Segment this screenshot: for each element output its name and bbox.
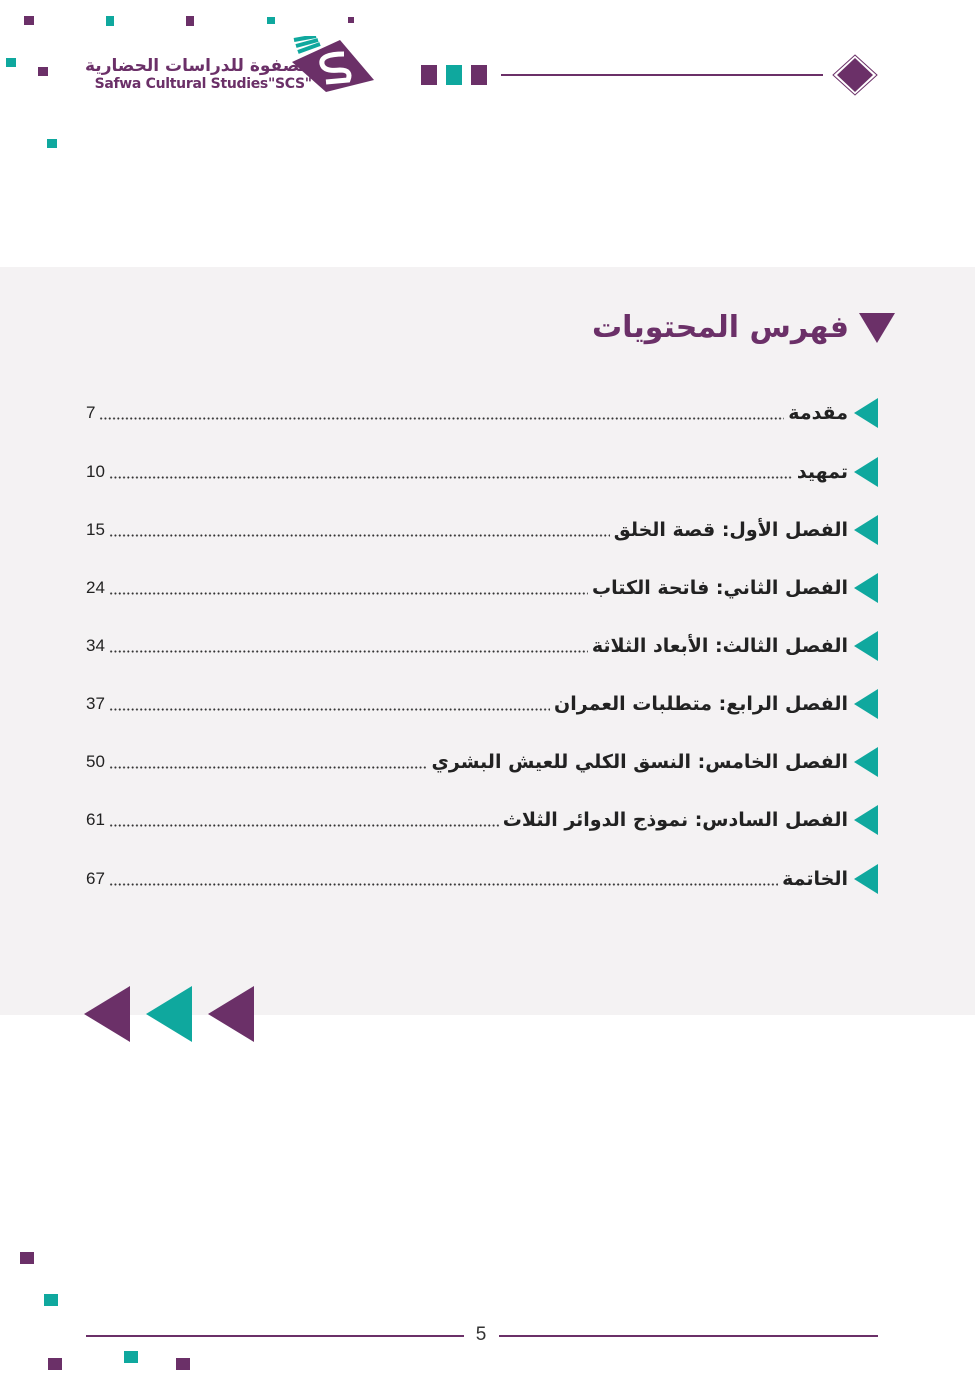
bullet-arrow-icon (854, 631, 878, 661)
logo-wordmark: الصفوة للدراسات الحضارية Safwa Cultural … (85, 56, 312, 93)
triangle-decoration (186, 16, 194, 26)
triangle-decoration (348, 17, 354, 23)
toc-entry-page: 24 (86, 578, 105, 597)
toc-entry-page: 61 (86, 810, 105, 829)
logo-english-text: Safwa Cultural Studies"SCS" (94, 76, 312, 92)
triangle-decoration (47, 139, 57, 148)
toc-entry-page: 50 (86, 752, 105, 771)
footer-rule-left (86, 1335, 464, 1337)
bullet-arrow-icon (854, 864, 878, 894)
footer-rule-right (499, 1335, 878, 1337)
toc-entry-label: الفصل الأول: قصة الخلق (613, 519, 848, 541)
bullet-arrow-icon (854, 398, 878, 428)
triangle-decoration (44, 1294, 58, 1306)
toc-entry-label: تمهيد (796, 461, 848, 483)
toc-entry-page: 15 (86, 520, 105, 539)
bullet-arrow-icon (854, 747, 878, 777)
dot-leader (108, 533, 610, 537)
dot-leader (108, 591, 589, 595)
triangle-decoration (20, 1252, 34, 1264)
dot-leader (99, 416, 785, 420)
diamond-icon (832, 54, 878, 96)
toc-entry-page: 10 (86, 462, 105, 481)
arrow-left-icon (84, 986, 130, 1042)
arrow-left-icon (146, 986, 192, 1042)
toc-entry-page: 7 (86, 403, 96, 422)
triangle-decoration (267, 17, 275, 24)
bullet-arrow-icon (854, 689, 878, 719)
toc-band (0, 267, 975, 1015)
bullet-arrow-icon (854, 573, 878, 603)
arrow-decoration (446, 65, 462, 85)
toc-entry[interactable]: الخاتمة 67 (86, 864, 878, 894)
toc-entry[interactable]: الفصل الثالث: الأبعاد الثلاثة 34 (86, 631, 878, 661)
toc-entry-page: 34 (86, 636, 105, 655)
bullet-arrow-icon (854, 805, 878, 835)
triangle-decoration (6, 58, 16, 67)
toc-entry-page: 37 (86, 694, 105, 713)
dot-leader (108, 475, 793, 479)
triangle-decoration (24, 16, 34, 25)
logo-icon (292, 36, 374, 92)
header-rule (501, 74, 823, 76)
toc-entry[interactable]: الفصل الرابع: متطلبات العمران 37 (86, 689, 878, 719)
arrow-decoration (471, 65, 487, 85)
bullet-arrow-icon (854, 457, 878, 487)
logo-arabic-text: الصفوة للدراسات الحضارية (85, 56, 312, 76)
toc-entry[interactable]: الفصل الخامس: النسق الكلي للعيش البشري 5… (86, 747, 878, 777)
toc-title: فهرس المحتويات (592, 310, 849, 345)
dot-leader (108, 649, 588, 653)
arrow-left-icon (208, 986, 254, 1042)
page-number: 5 (475, 1324, 487, 1345)
toc-entry-label: مقدمة (788, 402, 848, 424)
arrow-decoration (421, 65, 437, 85)
triangle-decoration (106, 16, 114, 26)
toc-entry[interactable]: مقدمة 7 (86, 398, 878, 428)
toc-entry[interactable]: الفصل الثاني: فاتحة الكتاب 24 (86, 573, 878, 603)
toc-entry-label: الفصل الثالث: الأبعاد الثلاثة (591, 635, 848, 657)
bullet-arrow-icon (854, 515, 878, 545)
toc-entry[interactable]: الفصل السادس: نموذج الدوائر الثلاث 61 (86, 805, 878, 835)
toc-heading: فهرس المحتويات (592, 310, 895, 345)
toc-entry-label: الخاتمة (782, 868, 848, 890)
toc-entry-label: الفصل السادس: نموذج الدوائر الثلاث (502, 809, 848, 831)
toc-entry[interactable]: تمهيد 10 (86, 457, 878, 487)
dot-leader (108, 882, 779, 886)
toc-entry-page: 67 (86, 869, 105, 888)
triangle-decoration (48, 1358, 62, 1370)
toc-entry-label: الفصل الرابع: متطلبات العمران (554, 693, 848, 715)
dot-leader (108, 707, 551, 711)
triangle-decoration (124, 1351, 138, 1363)
toc-entry-label: الفصل الثاني: فاتحة الكتاب (592, 577, 848, 599)
triangle-decoration (176, 1358, 190, 1370)
triangle-down-icon (859, 312, 895, 343)
toc-entry[interactable]: الفصل الأول: قصة الخلق 15 (86, 515, 878, 545)
dot-leader (108, 765, 428, 769)
toc-entry-label: الفصل الخامس: النسق الكلي للعيش البشري (431, 751, 848, 773)
dot-leader (108, 823, 499, 827)
triangle-decoration (38, 67, 48, 76)
